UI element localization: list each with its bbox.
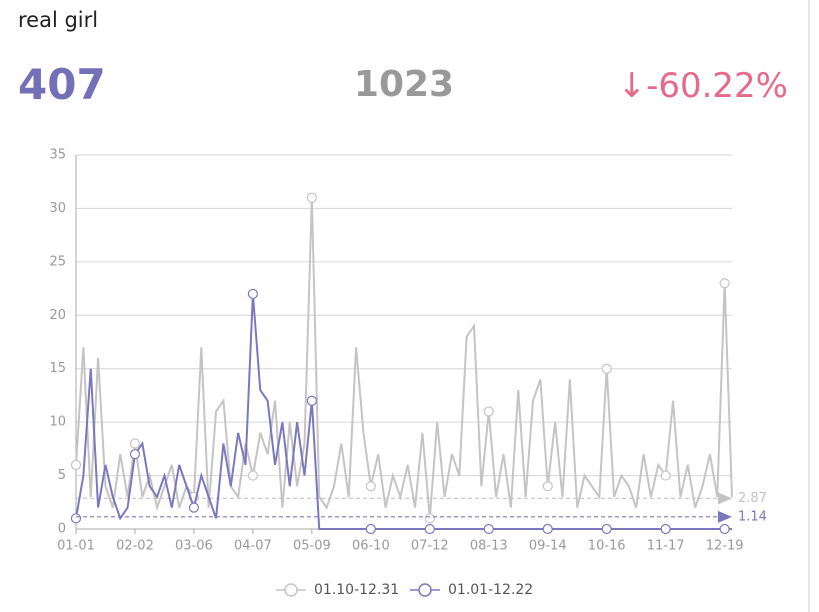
legend-symbol [284,583,298,597]
point [660,470,671,481]
x-tick-label: 05-09 [293,539,331,554]
current-value: 407 [18,60,106,109]
point [247,470,258,481]
x-tick-label: 06-10 [352,539,390,554]
point [719,278,730,289]
point [306,192,317,203]
x-tick-label: 09-14 [529,539,567,554]
point [129,449,141,460]
point [719,523,730,535]
point [365,523,376,535]
x-tick-label: 03-06 [175,539,213,554]
point [601,363,612,374]
point [188,502,200,513]
series-line [75,293,732,530]
legend-label: 01.01-12.22 [448,582,533,598]
x-tick-label: 11-17 [647,539,685,554]
y-tick-label: 0 [58,522,66,537]
average-label: 2.87 [738,491,767,506]
y-tick-label: 10 [49,415,66,430]
average-label: 1.14 [738,509,767,524]
x-tick-label: 10-16 [588,539,626,554]
point [542,481,553,492]
point [70,459,82,470]
point [129,438,141,449]
previous-value: 1023 [353,64,455,105]
legend-label: 01.10-12.31 [314,582,399,598]
point [483,406,494,417]
point [306,395,317,406]
x-tick-label: 01-01 [57,539,95,554]
point [424,523,435,535]
change: ↓-60.22% [617,66,788,106]
point [424,513,435,524]
y-tick-label: 30 [49,201,66,216]
point [542,523,553,535]
average-arrow [718,510,732,523]
series-line [75,197,733,519]
legend-symbol [418,583,432,597]
average-arrow [718,492,732,505]
x-tick-label: 12-19 [706,539,744,554]
point [70,513,82,524]
y-tick-label: 35 [49,148,66,163]
y-tick-label: 20 [49,308,66,323]
point [601,523,612,535]
y-tick-label: 15 [49,361,66,376]
x-tick-label: 08-13 [470,539,508,554]
point [365,481,376,492]
x-tick-label: 02-02 [116,539,154,554]
y-tick-label: 25 [49,254,66,269]
y-tick-label: 5 [58,468,66,483]
point [660,523,671,535]
x-tick-label: 04-07 [234,539,272,554]
point [483,523,494,535]
x-tick-label: 07-12 [411,539,449,554]
point [247,288,258,300]
card-title: real girl [18,8,99,32]
